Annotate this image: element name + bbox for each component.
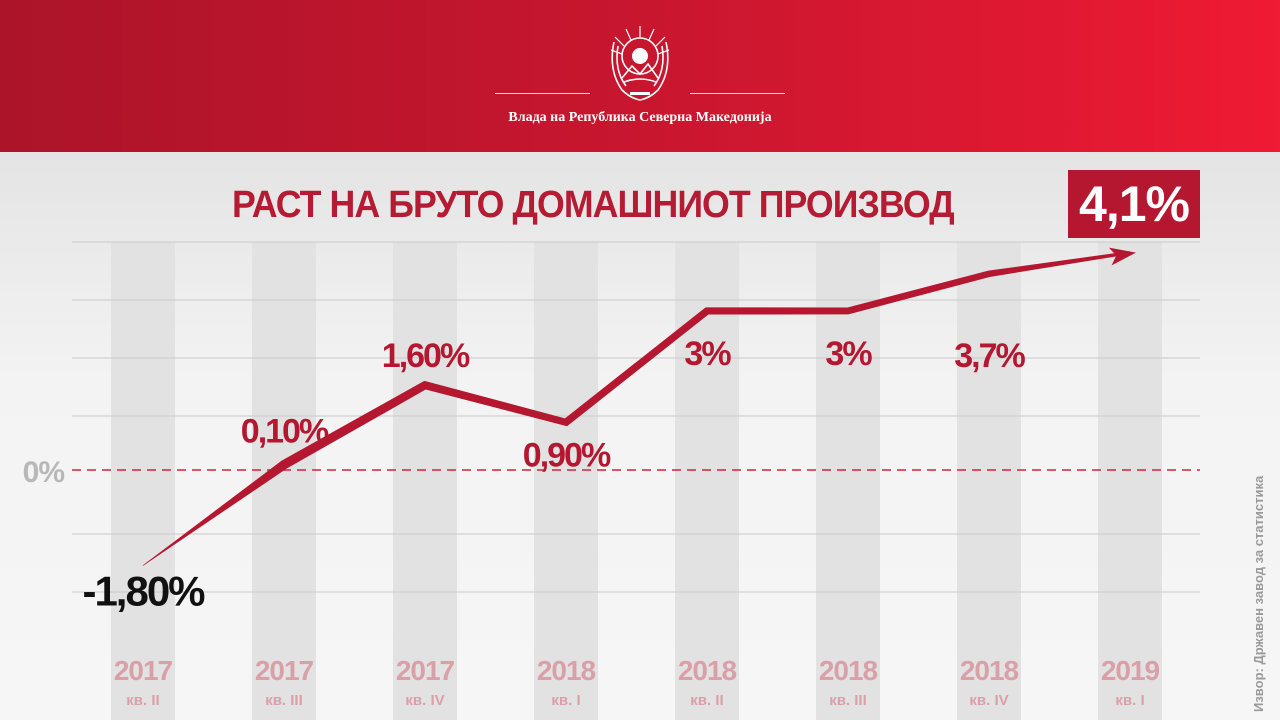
header-rule-right xyxy=(690,93,785,94)
x-tick-quarter: кв. III xyxy=(829,692,867,709)
x-tick-year: 2017 xyxy=(396,655,455,686)
source-note: Извор: Државен завод за статистика xyxy=(1251,475,1266,712)
category-band xyxy=(534,242,598,720)
x-tick-year: 2018 xyxy=(678,655,737,686)
x-tick-year: 2017 xyxy=(114,655,173,686)
x-tick-year: 2018 xyxy=(537,655,596,686)
x-tick-quarter: кв. I xyxy=(1115,692,1144,709)
coat-of-arms-icon xyxy=(610,26,670,101)
category-band xyxy=(816,242,880,720)
zero-label: 0% xyxy=(23,456,65,489)
x-tick-quarter: кв. III xyxy=(265,692,303,709)
chart-title: РАСТ НА БРУТО ДОМАШНИОТ ПРОИЗВОД xyxy=(232,184,955,226)
headline-value-badge: 4,1% xyxy=(1068,170,1200,238)
x-tick-year: 2019 xyxy=(1101,655,1160,686)
chart-background xyxy=(0,152,1280,720)
x-tick-year: 2018 xyxy=(960,655,1019,686)
government-name: Влада на Република Северна Македонија xyxy=(508,110,772,125)
x-tick-quarter: кв. IV xyxy=(969,692,1008,709)
data-label: 1,60% xyxy=(382,337,470,375)
data-label: -1,80% xyxy=(82,567,205,614)
x-tick-year: 2018 xyxy=(819,655,878,686)
category-band xyxy=(957,242,1021,720)
x-tick-quarter: кв. I xyxy=(551,692,580,709)
x-tick-quarter: кв. II xyxy=(126,692,159,709)
data-label: 3% xyxy=(684,335,731,373)
series-arrowhead xyxy=(1108,247,1136,266)
category-band xyxy=(393,242,457,720)
data-label: 0,10% xyxy=(241,413,329,451)
data-label: 0,90% xyxy=(523,436,611,474)
category-band xyxy=(675,242,739,720)
category-band xyxy=(1098,242,1162,720)
data-label: 3,7% xyxy=(954,337,1025,375)
x-tick-quarter: кв. IV xyxy=(405,692,444,709)
category-band xyxy=(111,242,175,720)
header-banner: Влада на Република Северна Македонија xyxy=(0,0,1280,152)
x-tick-quarter: кв. II xyxy=(690,692,723,709)
x-tick-year: 2017 xyxy=(255,655,314,686)
header-rule-left xyxy=(495,93,590,94)
data-label: 3% xyxy=(825,335,872,373)
